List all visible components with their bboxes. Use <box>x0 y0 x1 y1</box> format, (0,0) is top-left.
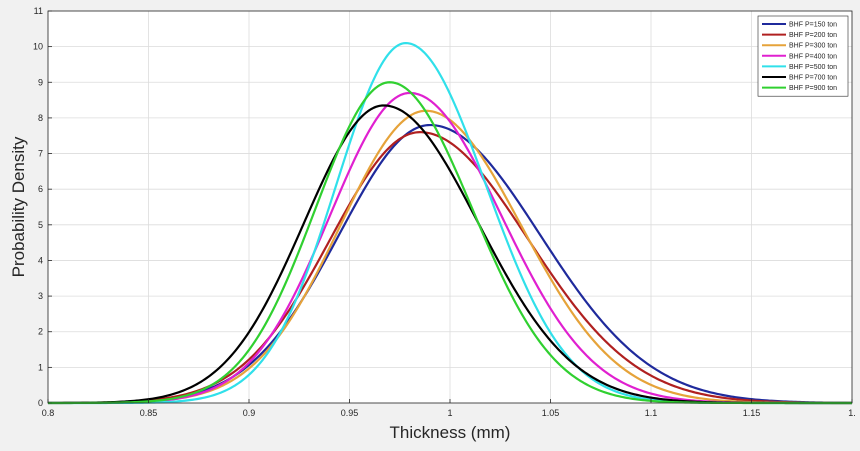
x-tick-label: 1. <box>848 408 856 418</box>
y-tick-label: 10 <box>33 42 43 52</box>
x-axis-label: Thickness (mm) <box>390 423 511 442</box>
y-axis-label: Probability Density <box>9 136 28 277</box>
x-tick-label: 0.8 <box>42 408 55 418</box>
legend-entry: BHF P=700 ton <box>789 75 837 82</box>
y-tick-label: 7 <box>38 149 43 159</box>
x-tick-label: 1.15 <box>743 408 761 418</box>
legend-entry: BHF P=300 ton <box>789 43 837 50</box>
y-tick-label: 9 <box>38 77 43 87</box>
x-tick-label: 0.9 <box>243 408 256 418</box>
x-tick-label: 1.05 <box>542 408 560 418</box>
y-tick-label: 8 <box>38 113 43 123</box>
legend-entry: BHF P=200 ton <box>789 32 837 39</box>
y-tick-label: 3 <box>38 291 43 301</box>
x-tick-label: 1 <box>447 408 452 418</box>
series-line <box>48 131 853 405</box>
legend: BHF P=150 ton BHF P=200 ton BHF P=300 ton B… <box>757 15 849 97</box>
series-lines <box>48 41 853 405</box>
y-tick-label: 2 <box>38 327 43 337</box>
y-tick-label: 11 <box>34 6 43 16</box>
y-tick-label: 6 <box>38 184 43 194</box>
legend-entry: BHF P=500 ton <box>789 64 837 71</box>
y-tick-label: 5 <box>38 220 43 230</box>
x-tick-label: 1.1 <box>645 408 658 418</box>
y-tick-label: 4 <box>38 255 43 265</box>
legend-entry: BHF P=150 ton <box>789 22 837 29</box>
y-tick-label: 1 <box>38 362 43 372</box>
legend-entry: BHF P=400 ton <box>789 53 837 60</box>
x-tick-label: 0.95 <box>341 408 359 418</box>
tick-labels: 0.8 0.85 0.9 0.95 1 1.05 1.1 1.15 1. 0 1 2 3 4 5 6 7 8 9 10… <box>33 6 856 418</box>
y-tick-label: 0 <box>38 398 43 408</box>
x-tick-label: 0.85 <box>140 408 158 418</box>
legend-entry: BHF P=900 ton <box>789 85 837 92</box>
